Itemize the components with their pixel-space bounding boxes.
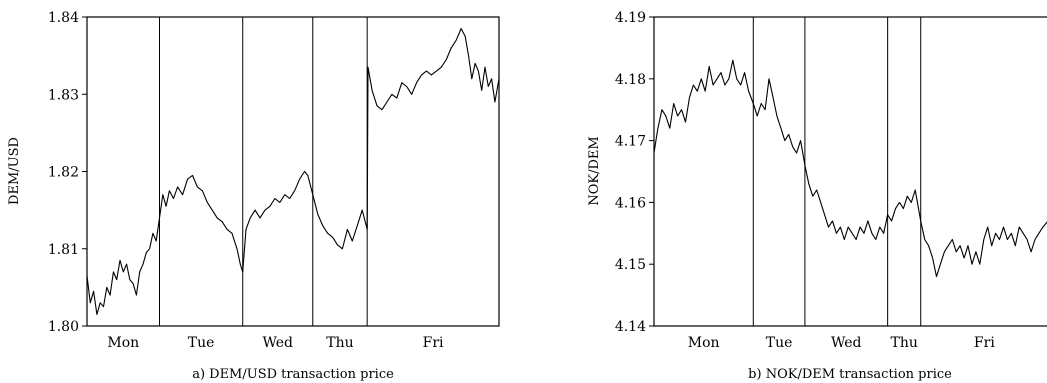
- chart-caption: a) DEM/USD transaction price: [192, 367, 394, 382]
- series-line-price: [653, 59, 1047, 278]
- y-tick-label: 4.15: [615, 257, 646, 273]
- x-tick-label-day: Thu: [891, 335, 918, 351]
- x-tick-label-day: Fri: [423, 335, 444, 351]
- plot-frame: [653, 16, 1047, 327]
- y-axis-label: NOK/DEM: [587, 136, 602, 205]
- series-line-price: [86, 28, 500, 315]
- y-tick-label: 4.14: [615, 319, 646, 335]
- x-tick-label-day: Wed: [263, 335, 294, 351]
- x-tick-label-day: Wed: [831, 335, 862, 351]
- x-tick-label-day: Mon: [688, 335, 720, 351]
- y-tick-label: 4.18: [615, 72, 646, 88]
- x-tick-label-day: Tue: [188, 335, 215, 351]
- y-tick-label: 4.19: [615, 10, 646, 26]
- y-tick-label: 1.82: [48, 165, 79, 181]
- y-tick-label: 1.84: [48, 10, 79, 26]
- x-tick-label-day: Fri: [974, 335, 995, 351]
- chart-caption: b) NOK/DEM transaction price: [748, 367, 952, 382]
- x-tick-label-day: Tue: [766, 335, 793, 351]
- x-tick-label-day: Mon: [107, 335, 139, 351]
- x-tick-label-day: Thu: [326, 335, 353, 351]
- y-axis-label: DEM/USD: [7, 137, 22, 205]
- chart-panel-nok-dem: NOK/DEM b) NOK/DEM transaction price 4.1…: [587, 10, 1047, 382]
- y-tick-label: 1.80: [48, 319, 79, 335]
- chart-panel-dem-usd: DEM/USD a) DEM/USD transaction price 1.8…: [7, 10, 500, 382]
- y-tick-label: 1.81: [48, 242, 79, 258]
- plot-frame: [86, 16, 500, 327]
- y-tick-label: 4.17: [615, 134, 646, 150]
- y-tick-label: 1.83: [48, 87, 79, 103]
- y-tick-label: 4.16: [615, 195, 646, 211]
